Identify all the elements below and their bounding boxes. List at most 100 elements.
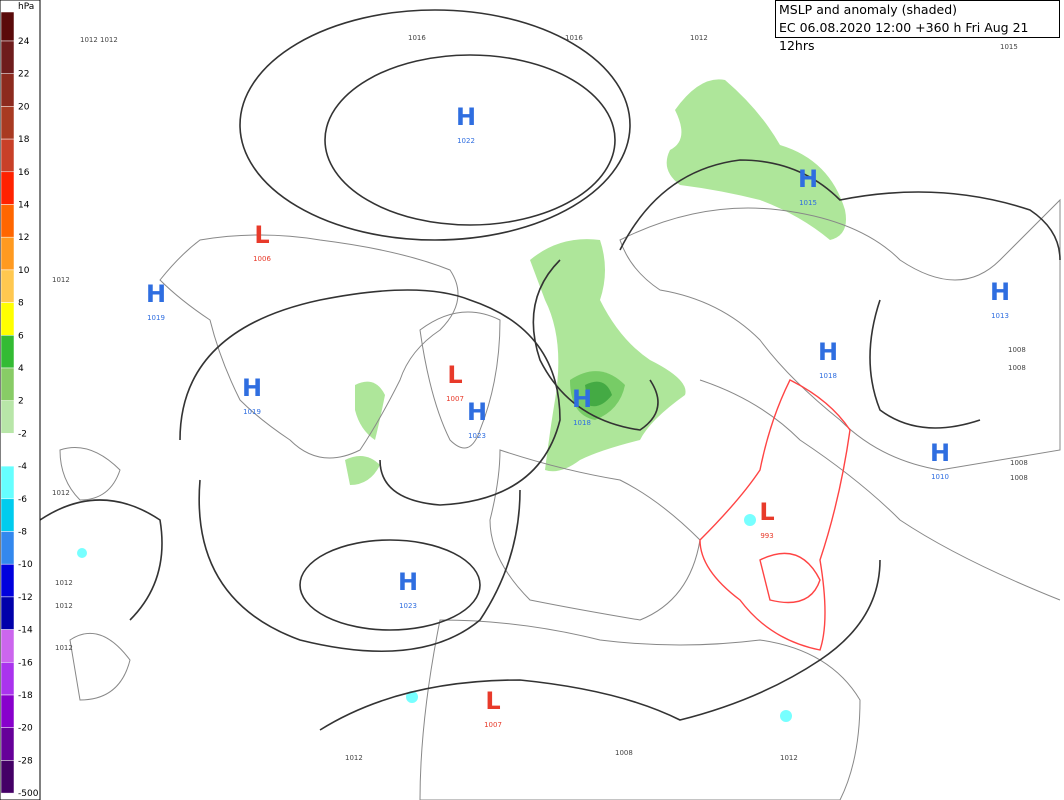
- colorbar-swatch: [0, 367, 15, 401]
- colorbar-swatch: [0, 236, 15, 271]
- isobar-label: 1012: [55, 644, 73, 652]
- colorbar-label: 20: [18, 102, 30, 112]
- isobar-label: 1012: [55, 602, 73, 610]
- isobar-label: 1012: [80, 36, 98, 44]
- colorbar-swatch: [0, 302, 15, 336]
- center-letter: H: [456, 103, 476, 131]
- colorbar-swatch: [0, 400, 15, 434]
- colorbar-swatch: [0, 465, 15, 500]
- isobar-label: 1012: [690, 34, 708, 42]
- colorbar-swatch: [0, 138, 15, 173]
- colorbar-label: 14: [18, 201, 30, 211]
- colorbar-label: 6: [18, 331, 24, 341]
- isobar-label: 1008: [1010, 474, 1028, 482]
- colorbar-label: -28: [18, 756, 33, 766]
- colorbar-label: 22: [18, 70, 29, 80]
- colorbar-swatch: [0, 433, 15, 467]
- isobar-label: 1008: [615, 749, 633, 757]
- colorbar-label: 10: [18, 266, 30, 276]
- isobar-label: 1012: [780, 754, 798, 762]
- isobar-label: 1008: [1010, 459, 1028, 467]
- center-pressure: 1007: [446, 395, 464, 403]
- isobar-label: 1016: [565, 34, 583, 42]
- colorbar-label: -6: [18, 495, 27, 505]
- colorbar-label: 4: [18, 364, 24, 374]
- colorbar-label: 24: [18, 37, 30, 47]
- isobars: [39, 9, 1061, 731]
- colorbar-label: -2: [18, 429, 27, 439]
- center-letter: H: [242, 374, 262, 402]
- anomaly-negative: [77, 514, 792, 722]
- colorbar-label: -14: [18, 626, 33, 636]
- colorbar-label: -12: [18, 593, 33, 603]
- colorbar-swatch: [0, 531, 15, 565]
- center-pressure: 1010: [931, 473, 949, 481]
- colorbar-label: -18: [18, 691, 33, 701]
- colorbar-swatch: [0, 629, 15, 663]
- isobar-label: 1008: [1008, 364, 1026, 372]
- center-letter: H: [146, 280, 166, 308]
- colorbar-swatch: [0, 106, 15, 140]
- colorbar-swatch: [0, 563, 15, 598]
- center-letter: L: [759, 498, 774, 526]
- colorbar-label: 16: [18, 168, 30, 178]
- isobar-label: 1016: [408, 34, 426, 42]
- map-background: [40, 0, 1064, 800]
- isobar-label: 1012: [52, 489, 70, 497]
- center-pressure: 1018: [819, 372, 837, 380]
- center-letter: H: [818, 338, 838, 366]
- colorbar-swatch: [0, 760, 15, 794]
- center-pressure: 1022: [457, 137, 475, 145]
- header-run: EC 06.08.2020 12:00 +360 h Fri Aug 21 12…: [779, 20, 1029, 53]
- center-pressure: 1007: [484, 721, 502, 729]
- center-pressure: 1019: [243, 408, 261, 416]
- anomaly-positive: [345, 79, 846, 485]
- colorbar-swatch: [0, 596, 15, 630]
- colorbar-swatch: [0, 694, 15, 728]
- center-pressure: 993: [760, 532, 773, 540]
- center-letter: L: [254, 221, 269, 249]
- colorbar-swatch: [0, 73, 15, 107]
- colorbar-unit: hPa: [18, 2, 34, 12]
- isobar-label: 1012: [55, 579, 73, 587]
- center-letter: H: [572, 385, 592, 413]
- isobar-label: 1012: [345, 754, 363, 762]
- colorbar-swatch: [0, 40, 15, 74]
- isobar-label: 1012: [52, 276, 70, 284]
- isobar-label: 1008: [1008, 346, 1026, 354]
- colorbar-swatch: [0, 727, 15, 761]
- center-pressure: 1018: [573, 419, 591, 427]
- colorbar-label: -500: [18, 789, 39, 799]
- center-letter: L: [447, 361, 462, 389]
- header-title: MSLP and anomaly (shaded): [779, 2, 958, 17]
- colorbar-swatch: [0, 662, 15, 696]
- isobar-label: 1015: [1000, 43, 1018, 51]
- colorbar-swatch: [0, 335, 15, 369]
- colorbar-swatch: [0, 498, 15, 532]
- colorbar-swatch: [0, 171, 15, 205]
- center-letter: H: [398, 568, 418, 596]
- center-letter: H: [990, 278, 1010, 306]
- colorbar-label: -16: [18, 658, 33, 668]
- center-pressure: 1023: [468, 432, 486, 440]
- center-pressure: 1019: [147, 314, 165, 322]
- center-pressure: 1006: [253, 255, 271, 263]
- colorbar-label: -20: [18, 724, 33, 734]
- center-letter: H: [798, 165, 818, 193]
- center-letter: H: [467, 398, 487, 426]
- isobar-label: 1012: [100, 36, 118, 44]
- colorbar-label: 12: [18, 233, 29, 243]
- center-pressure: 1013: [991, 312, 1009, 320]
- colorbar-label: -10: [18, 560, 33, 570]
- colorbar-label: 2: [18, 397, 24, 407]
- center-letter: L: [485, 687, 500, 715]
- colorbar-swatch: [0, 204, 15, 238]
- colorbar-swatch: [0, 11, 15, 42]
- anomaly-core: [585, 381, 612, 407]
- center-pressure: 1023: [399, 602, 417, 610]
- coastlines: [59, 198, 1061, 800]
- colorbar-label: 8: [18, 299, 24, 309]
- map-header: MSLP and anomaly (shaded) EC 06.08.2020 …: [775, 0, 1060, 53]
